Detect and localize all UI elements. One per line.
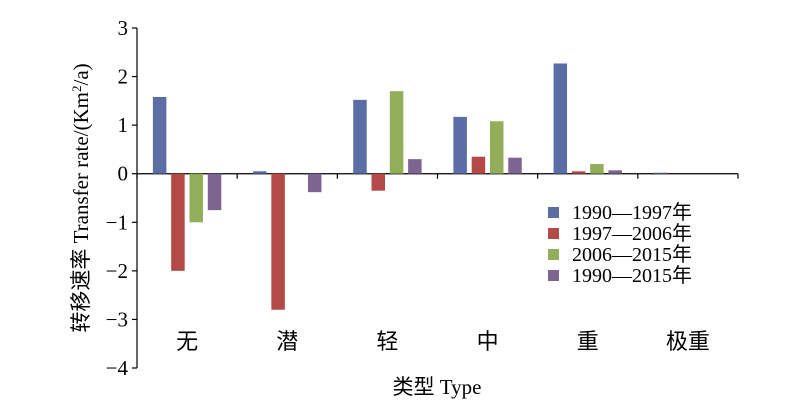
y-tick-label: 2 (118, 65, 129, 89)
bar (608, 170, 622, 174)
x-axis-title: 类型 Type (393, 375, 482, 399)
legend-label: 1997—2006年 (572, 222, 692, 245)
legend-swatch (548, 270, 559, 281)
bar (508, 157, 522, 174)
legend-label: 1990—1997年 (572, 201, 692, 224)
y-tick-label: −1 (106, 210, 128, 234)
bar (207, 173, 222, 211)
bar (553, 63, 568, 174)
bar (189, 173, 203, 223)
bar (353, 99, 367, 174)
bar (307, 173, 322, 193)
bar (253, 171, 267, 174)
category-label: 潜 (276, 330, 298, 355)
bar (590, 164, 604, 174)
bars (152, 63, 668, 310)
bar (371, 173, 386, 191)
y-axis-title: 转移速率 Transfer rate/(Km2/a) (69, 63, 94, 332)
category-label: 无 (176, 330, 198, 355)
bar (171, 173, 185, 271)
x-axis (136, 173, 739, 179)
category-label: 极重 (666, 330, 710, 355)
legend-swatch (548, 228, 559, 239)
category-label: 轻 (376, 330, 398, 355)
bar (453, 116, 467, 174)
bar (408, 159, 422, 174)
y-tick-label: 3 (118, 16, 129, 40)
category-label: 中 (477, 330, 499, 355)
y-tick-label: −4 (106, 356, 129, 380)
legend-label: 1990—2015年 (572, 264, 692, 287)
y-tick-label: −3 (106, 307, 128, 331)
legend-label: 2006—2015年 (572, 243, 692, 266)
bar (152, 96, 167, 174)
bar (271, 173, 285, 310)
y-axis-title-superscript: 2 (69, 85, 84, 92)
category-labels: 无 潜 轻 中 重 极重 (176, 330, 710, 355)
y-tick-label: 1 (118, 113, 129, 137)
bar (571, 171, 586, 174)
bar (389, 91, 404, 174)
bar (653, 172, 668, 174)
y-tick-label: −2 (106, 259, 128, 283)
bar (471, 156, 486, 174)
legend-swatch (548, 249, 559, 260)
y-axis-title-unit: /a) (69, 63, 93, 85)
bar (489, 121, 504, 174)
y-axis: −4 −3 −2 −1 0 1 2 3 (106, 16, 138, 380)
legend-swatch (548, 207, 559, 218)
category-label: 重 (577, 330, 599, 355)
y-axis-title-main: 转移速率 Transfer rate/(Km (69, 92, 93, 333)
y-tick-label: 0 (118, 162, 129, 186)
